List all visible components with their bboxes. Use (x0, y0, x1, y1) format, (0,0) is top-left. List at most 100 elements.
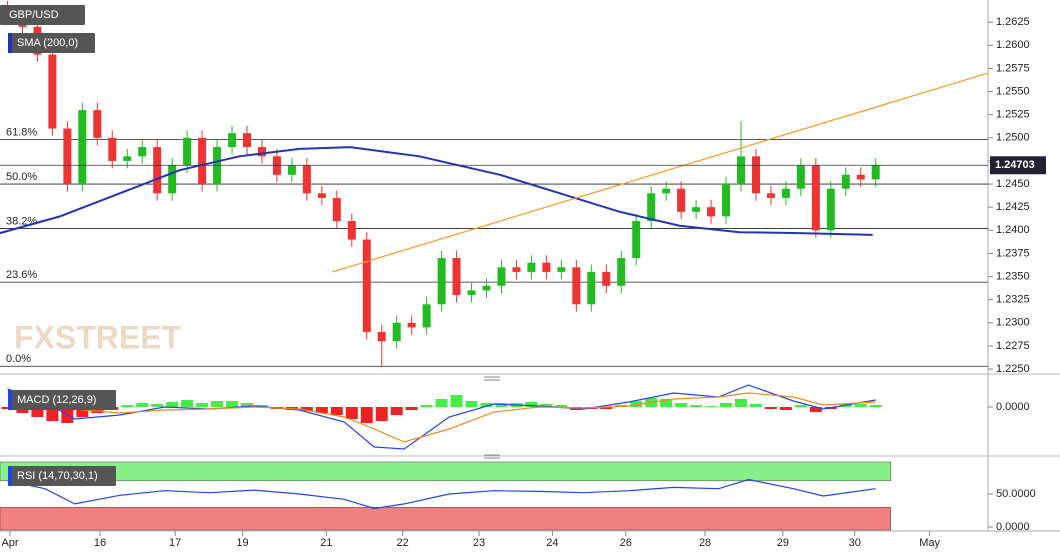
x-tick-label: 17 (169, 537, 181, 549)
candle-body (662, 188, 671, 194)
oversold-band (0, 506, 891, 531)
candle-body (497, 267, 506, 286)
candle-body (317, 193, 326, 198)
macd-histogram-bar (121, 405, 134, 407)
macd-histogram-bar (779, 407, 792, 410)
candle-body (362, 239, 371, 333)
macd-histogram-bar (675, 403, 688, 407)
macd-histogram-bar (330, 407, 343, 415)
candle-body (198, 137, 207, 185)
divider-handle[interactable] (484, 376, 500, 381)
candle-body (512, 267, 521, 272)
x-tick-label: 28 (699, 537, 711, 549)
macd-histogram-bar (360, 407, 373, 423)
x-tick-label: 19 (236, 537, 248, 549)
candle-body (632, 221, 641, 259)
legend-box (8, 390, 116, 410)
candle-body (183, 137, 192, 166)
candle-body (692, 207, 701, 212)
y-tick-label: 1.2525 (996, 109, 1030, 121)
fib-label: 0.0% (6, 353, 31, 365)
y-tick-label: 1.2575 (996, 62, 1030, 74)
candle-body (766, 193, 775, 198)
candle-body (482, 285, 491, 291)
macd-histogram-bar (315, 407, 328, 413)
candle-body (617, 258, 626, 286)
x-tick-label: 16 (94, 537, 106, 549)
macd-histogram-bar (480, 403, 493, 407)
macd-histogram-bar (660, 399, 673, 407)
macd-histogram-bar (151, 404, 164, 407)
candle-body (452, 258, 461, 296)
y-tick-label: 1.2325 (996, 294, 1030, 306)
candle-body (332, 197, 341, 222)
macd-histogram-bar (300, 407, 313, 411)
x-tick-label: 26 (620, 537, 632, 549)
macd-histogram-bar (450, 395, 463, 407)
candle-body (826, 188, 835, 231)
candle-body (138, 147, 147, 157)
macd-histogram-bar (690, 405, 703, 407)
x-tick-label: 24 (546, 537, 558, 549)
macd-histogram-bar (705, 406, 718, 407)
candle-body (737, 156, 745, 185)
macd-histogram-bar (255, 405, 268, 407)
candle-body (527, 262, 536, 272)
macd-histogram-bar (720, 403, 733, 407)
x-tick-label: 22 (397, 537, 409, 549)
legend-label: MACD (12,26,9) (17, 394, 96, 406)
macd-histogram-bar (809, 407, 822, 412)
x-tick-label: 21 (320, 537, 332, 549)
legend-label: GBP/USD (9, 9, 59, 21)
macd-histogram-bar (226, 401, 239, 407)
macd-histogram-bar (181, 400, 194, 407)
y-tick-label: 1.2500 (996, 132, 1030, 144)
divider-handle[interactable] (484, 454, 500, 459)
last-price-box (990, 156, 1046, 175)
macd-histogram-bar (420, 405, 433, 407)
candle-body (647, 193, 656, 222)
x-tick-label: 29 (777, 537, 789, 549)
candle-body (722, 184, 731, 217)
y-tick-label: 50.0000 (996, 488, 1036, 500)
y-tick-label: 1.2375 (996, 247, 1030, 259)
x-tick-label: Apr (1, 537, 18, 549)
candle-body (153, 147, 162, 194)
y-tick-label: 1.2300 (996, 317, 1030, 329)
y-tick-label: 1.2250 (996, 363, 1030, 375)
macd-histogram-bar (555, 405, 568, 407)
x-tick-label: 23 (473, 537, 485, 549)
rsi-line (7, 478, 876, 510)
candle-body (587, 271, 596, 305)
candle-body (871, 165, 880, 180)
macd-histogram-bar (495, 403, 508, 407)
macd-histogram-bar (1, 407, 14, 409)
candle-body (228, 133, 237, 148)
candle-body (392, 322, 401, 342)
legend-box (8, 466, 116, 486)
macd-histogram-bar (465, 401, 478, 407)
candle-body (78, 110, 87, 185)
candle-body (856, 174, 865, 180)
macd-histogram-bar (241, 403, 253, 407)
candle-body (841, 174, 850, 189)
candle-body (542, 262, 551, 272)
macd-histogram-bar (600, 407, 613, 409)
legend-box (8, 33, 95, 53)
legend-label: RSI (14,70,30,1) (17, 470, 98, 482)
candle-body (302, 165, 311, 194)
candle-body (422, 304, 431, 328)
y-tick-label: 0.0000 (996, 521, 1030, 533)
macd-histogram-bar (405, 407, 418, 410)
candle-body (781, 188, 790, 198)
candle-body (811, 165, 820, 231)
y-tick-label: 1.2450 (996, 178, 1030, 190)
candle-body (347, 221, 356, 240)
candle-body (108, 137, 117, 161)
y-tick-label: 1.2350 (996, 270, 1030, 282)
trendline (332, 72, 989, 273)
candle-body (677, 188, 686, 212)
candle-body (796, 165, 805, 189)
macd-histogram-bar (166, 402, 179, 407)
